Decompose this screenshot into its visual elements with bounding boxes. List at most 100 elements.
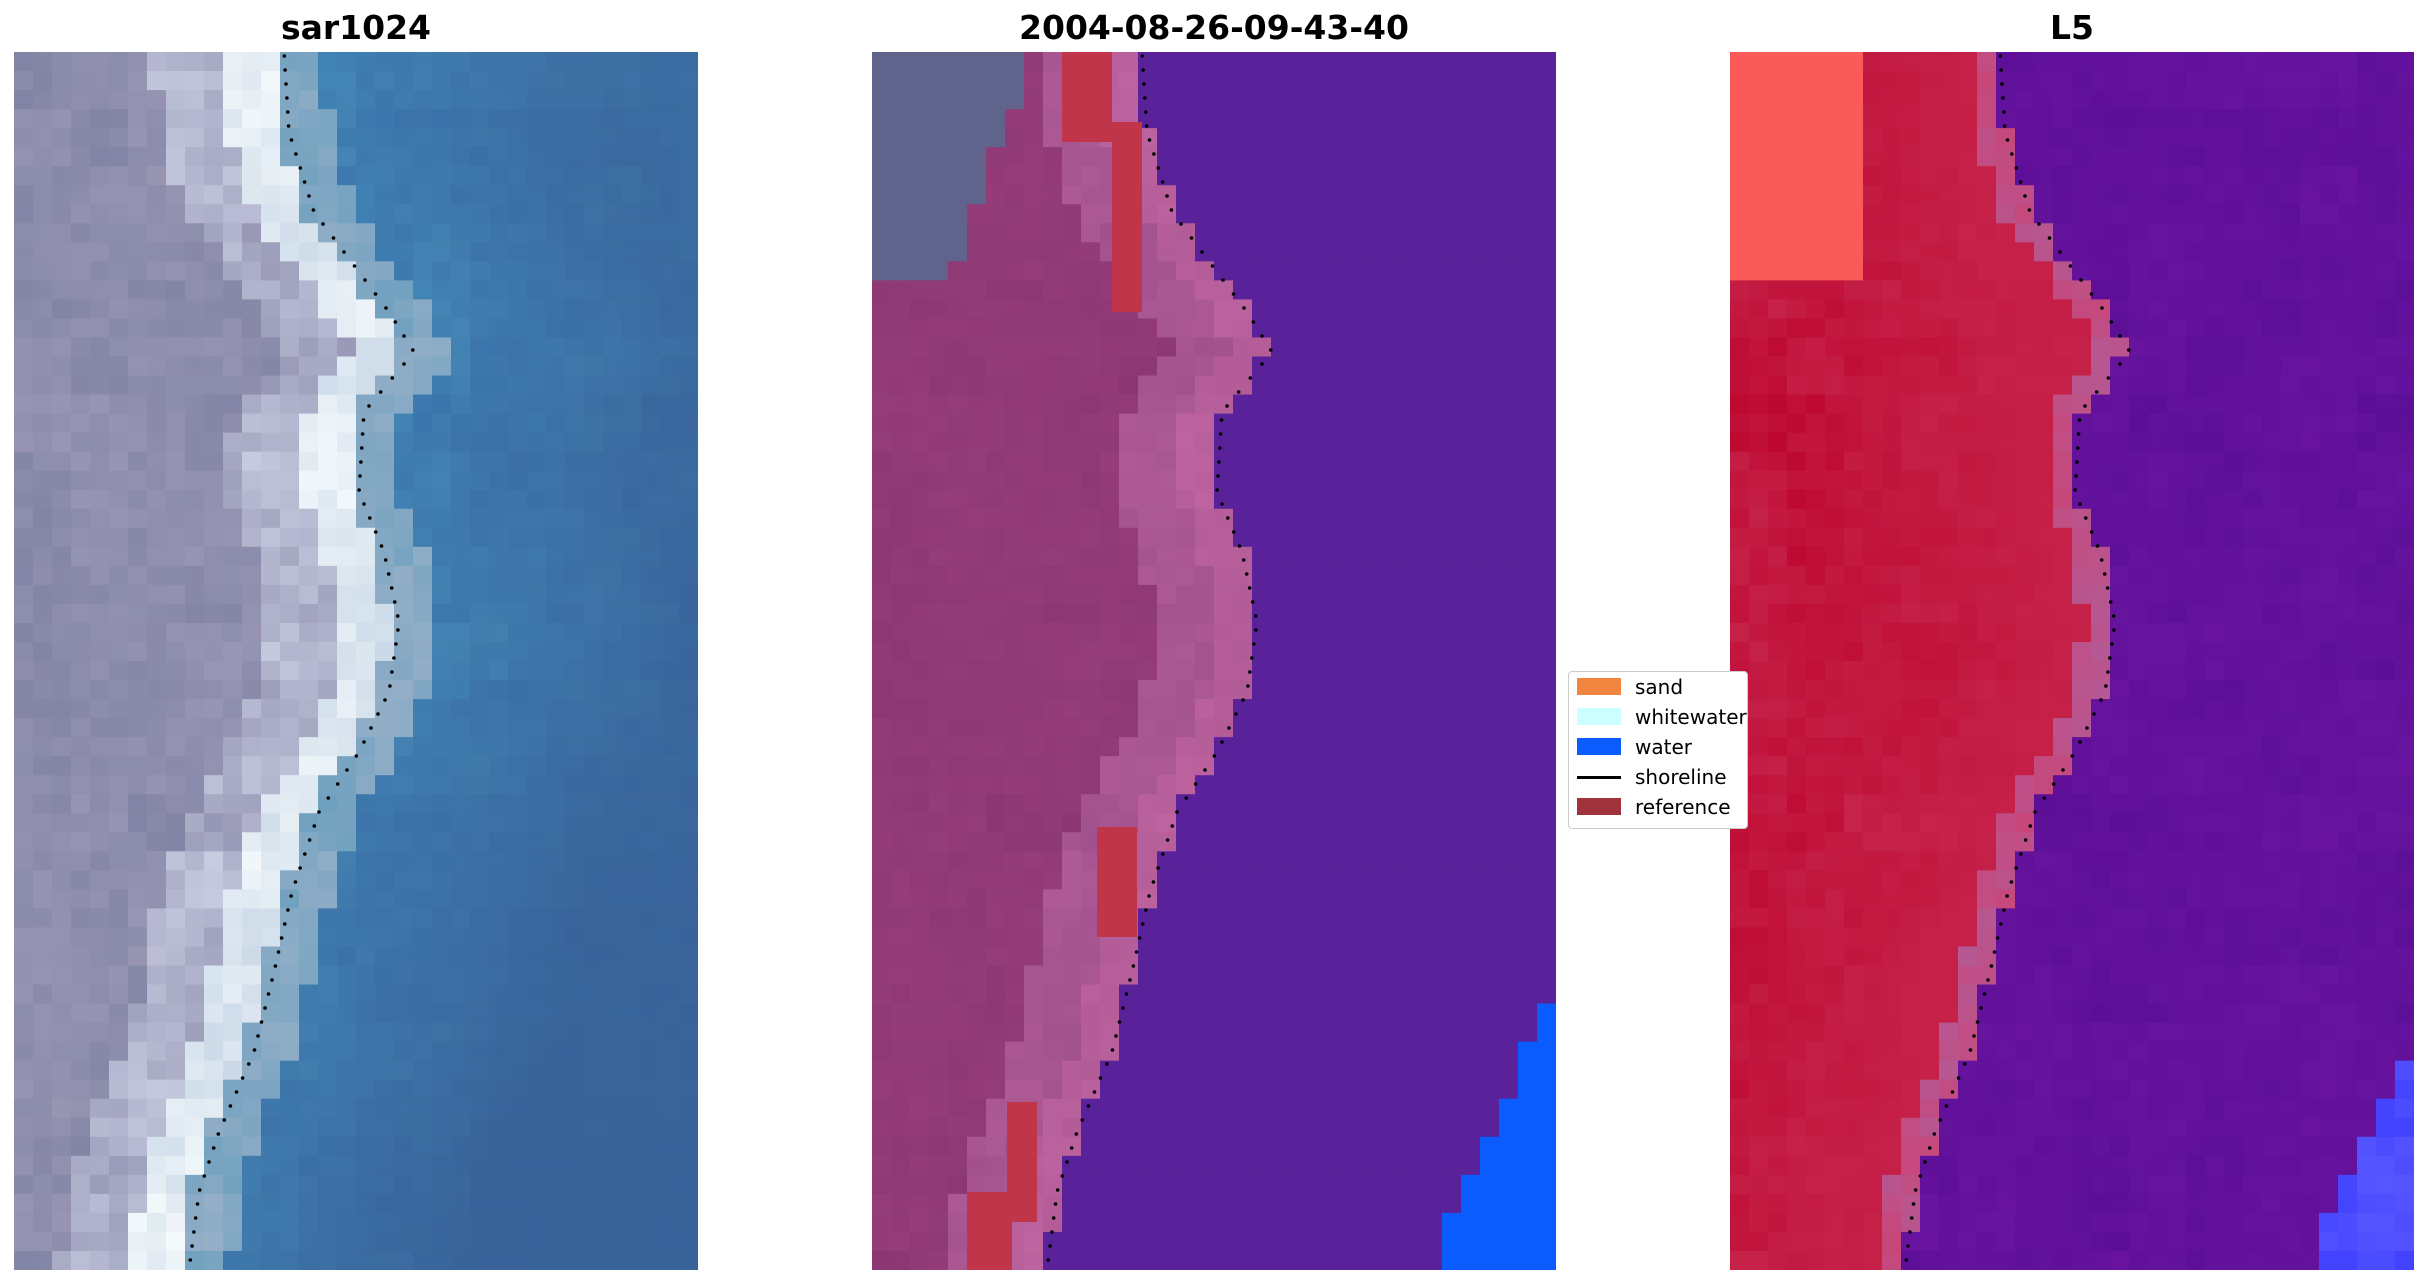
pixel-cell xyxy=(299,489,319,510)
pixel-cell xyxy=(1404,1041,1424,1062)
pixel-cell xyxy=(1518,1003,1538,1024)
pixel-cell xyxy=(33,223,53,243)
pixel-cell xyxy=(242,394,262,415)
pixel-cell xyxy=(1537,1098,1556,1119)
pixel-cell xyxy=(52,223,72,243)
pixel-cell xyxy=(1442,147,1462,167)
pixel-cell xyxy=(1518,584,1538,605)
pixel-cell xyxy=(986,280,1006,301)
pixel-cell xyxy=(52,356,72,377)
pixel-cell xyxy=(1385,1079,1405,1100)
pixel-cell xyxy=(1366,1117,1386,1138)
pixel-cell xyxy=(451,1250,471,1270)
pixel-cell xyxy=(603,1060,623,1081)
pixel-cell xyxy=(451,356,471,377)
pixel-cell xyxy=(185,413,205,434)
pixel-cell xyxy=(1214,489,1234,510)
pixel-cell xyxy=(1499,546,1519,567)
pixel-cell xyxy=(375,603,395,624)
pixel-cell xyxy=(71,185,91,205)
pixel-cell xyxy=(508,813,528,833)
pixel-cell xyxy=(375,794,395,814)
pixel-cell xyxy=(451,375,471,396)
pixel-cell xyxy=(128,851,148,871)
pixel-cell xyxy=(52,52,72,72)
pixel-cell xyxy=(1328,1174,1348,1195)
pixel-cell xyxy=(1271,699,1291,719)
pixel-cell xyxy=(185,889,205,910)
pixel-cell xyxy=(394,641,414,662)
pixel-cell xyxy=(299,546,319,567)
pixel-cell xyxy=(929,584,949,605)
pixel-cell xyxy=(1195,1079,1215,1100)
pixel-cell xyxy=(128,984,148,1005)
pixel-cell xyxy=(1271,1136,1291,1157)
pixel-cell xyxy=(470,1041,490,1062)
pixel-cell xyxy=(33,1231,53,1252)
pixel-cell xyxy=(603,965,623,986)
pixel-cell xyxy=(986,908,1006,929)
pixel-cell xyxy=(1461,470,1481,491)
pixel-cell xyxy=(413,641,433,662)
pixel-cell xyxy=(1537,470,1556,491)
pixel-cell xyxy=(641,984,661,1005)
pixel-cell xyxy=(166,280,186,301)
pixel-cell xyxy=(470,489,490,510)
pixel-cell xyxy=(679,680,698,700)
pixel-cell xyxy=(1518,166,1538,186)
pixel-cell xyxy=(394,109,414,129)
pixel-cell xyxy=(1157,794,1177,814)
pixel-cell xyxy=(660,851,680,871)
pixel-cell xyxy=(1081,337,1101,358)
pixel-cell xyxy=(318,756,338,776)
pixel-cell xyxy=(109,413,129,434)
pixel-cell xyxy=(1347,242,1367,262)
pixel-cell xyxy=(1442,261,1462,281)
pixel-cell xyxy=(910,813,930,833)
pixel-cell xyxy=(1081,1193,1101,1214)
pixel-cell xyxy=(1195,1250,1215,1270)
pixel-cell xyxy=(128,699,148,719)
pixel-cell xyxy=(1385,413,1405,434)
pixel-cell xyxy=(280,413,300,434)
pixel-cell xyxy=(1480,489,1500,510)
pixel-cell xyxy=(1062,965,1082,986)
pixel-cell xyxy=(1442,718,1462,738)
pixel-cell xyxy=(451,52,471,72)
pixel-cell xyxy=(1309,147,1329,167)
pixel-cell xyxy=(223,147,243,167)
pixel-cell xyxy=(128,185,148,205)
pixel-cell xyxy=(71,451,91,472)
pixel-cell xyxy=(52,147,72,167)
pixel-cell xyxy=(1195,109,1215,129)
pixel-cell xyxy=(546,318,566,339)
pixel-cell xyxy=(280,204,300,224)
pixel-cell xyxy=(641,280,661,301)
pixel-cell xyxy=(1537,1136,1556,1157)
shoreline-dot xyxy=(188,1258,193,1262)
pixel-cell xyxy=(1043,413,1063,434)
pixel-cell xyxy=(185,109,205,129)
pixel-cell xyxy=(90,527,110,548)
pixel-cell xyxy=(948,889,968,910)
shoreline-dot xyxy=(1170,824,1175,828)
pixel-cell xyxy=(1195,832,1215,852)
pixel-cell xyxy=(986,622,1006,643)
pixel-cell xyxy=(14,1193,34,1214)
pixel-cell xyxy=(489,1174,509,1195)
pixel-cell xyxy=(1423,1003,1443,1024)
pixel-cell xyxy=(1480,1079,1500,1100)
pixel-cell xyxy=(1366,832,1386,852)
pixel-cell xyxy=(1195,90,1215,110)
pixel-cell xyxy=(891,927,911,948)
pixel-cell xyxy=(2053,147,2073,167)
pixel-cell xyxy=(1271,242,1291,262)
pixel-cell xyxy=(470,109,490,129)
pixel-cell xyxy=(413,508,433,529)
pixel-cell xyxy=(109,451,129,472)
pixel-cell xyxy=(470,470,490,491)
pixel-cell xyxy=(910,527,930,548)
pixel-cell xyxy=(470,546,490,567)
pixel-cell xyxy=(451,451,471,472)
pixel-cell xyxy=(223,109,243,129)
